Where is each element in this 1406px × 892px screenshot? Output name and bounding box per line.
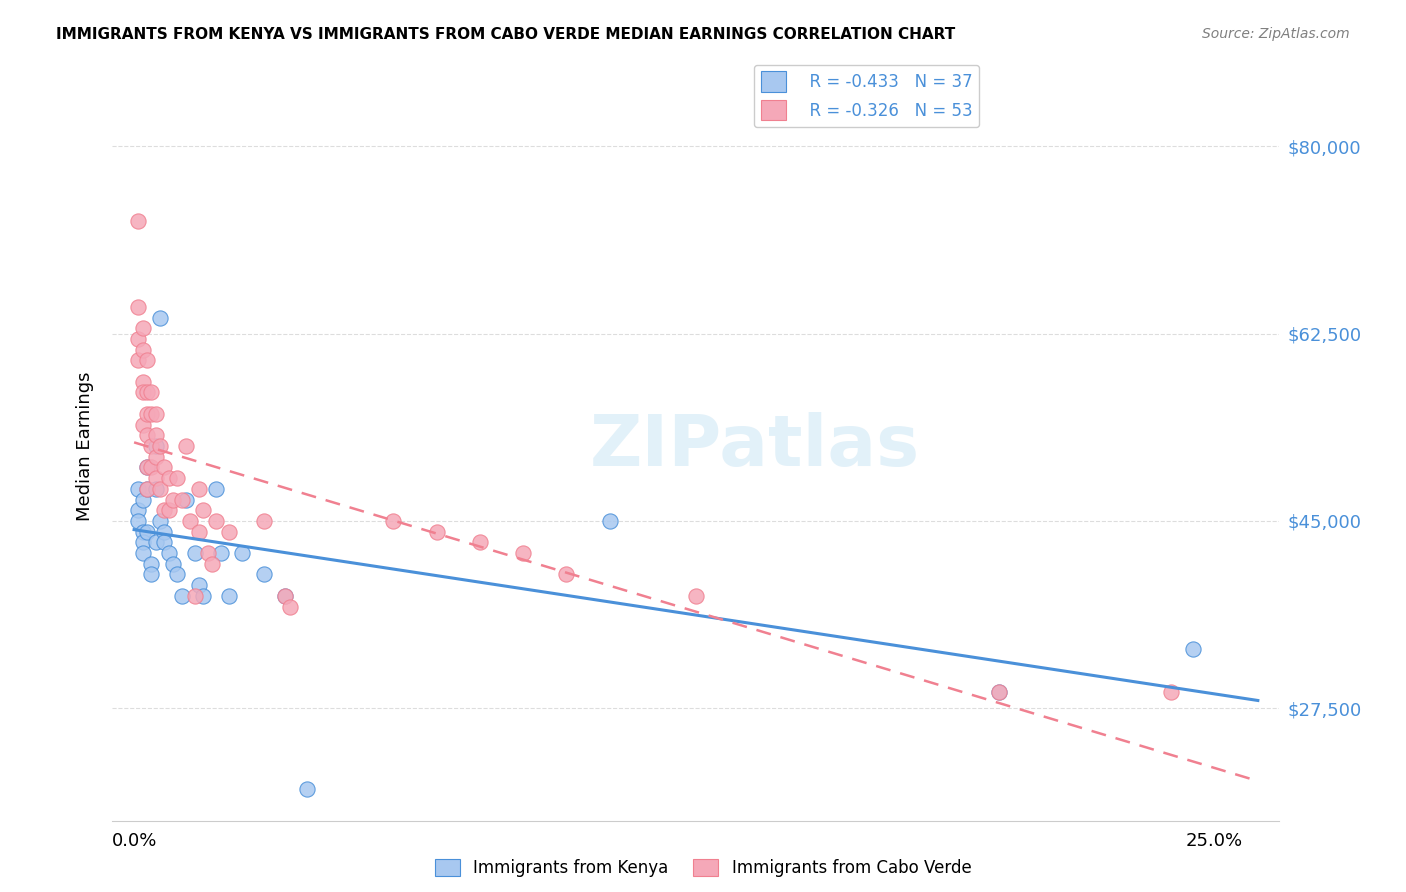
Point: [136, 385, 159, 400]
Point: [141, 460, 163, 475]
Point: [174, 492, 197, 507]
Point: [145, 482, 167, 496]
Point: [157, 546, 180, 560]
Point: [149, 310, 172, 325]
Point: [205, 514, 228, 528]
Point: [278, 599, 301, 614]
Point: [193, 503, 215, 517]
Point: [132, 375, 155, 389]
Point: [127, 300, 149, 314]
Point: [162, 492, 184, 507]
Point: [218, 524, 240, 539]
Point: [136, 524, 159, 539]
Point: [170, 589, 193, 603]
Point: [136, 460, 159, 475]
Point: [157, 503, 180, 517]
Point: [149, 514, 172, 528]
Point: [153, 460, 176, 475]
Point: [162, 557, 184, 571]
Point: [179, 514, 201, 528]
Point: [145, 535, 167, 549]
Text: IMMIGRANTS FROM KENYA VS IMMIGRANTS FROM CABO VERDE MEDIAN EARNINGS CORRELATION : IMMIGRANTS FROM KENYA VS IMMIGRANTS FROM…: [56, 27, 956, 42]
Point: [166, 567, 188, 582]
Point: [145, 428, 167, 442]
Point: [145, 471, 167, 485]
Point: [274, 589, 297, 603]
Point: [127, 353, 149, 368]
Point: [166, 471, 188, 485]
Point: [132, 492, 155, 507]
Point: [274, 589, 297, 603]
Point: [153, 535, 176, 549]
Point: [149, 439, 172, 453]
Point: [153, 524, 176, 539]
Text: Source: ZipAtlas.com: Source: ZipAtlas.com: [1202, 27, 1350, 41]
Point: [197, 546, 219, 560]
Point: [1182, 642, 1205, 657]
Point: [132, 343, 155, 357]
Point: [987, 685, 1010, 699]
Point: [127, 514, 149, 528]
Point: [426, 524, 449, 539]
Point: [136, 428, 159, 442]
Point: [136, 407, 159, 421]
Legend: Immigrants from Kenya, Immigrants from Cabo Verde: Immigrants from Kenya, Immigrants from C…: [427, 852, 979, 884]
Point: [127, 332, 149, 346]
Point: [157, 471, 180, 485]
Point: [193, 589, 215, 603]
Point: [987, 685, 1010, 699]
Point: [187, 578, 209, 592]
Point: [231, 546, 253, 560]
Point: [153, 503, 176, 517]
Point: [127, 482, 149, 496]
Point: [187, 482, 209, 496]
Point: [187, 524, 209, 539]
Point: [141, 567, 163, 582]
Point: [253, 514, 276, 528]
Point: [132, 417, 155, 432]
Point: [183, 589, 205, 603]
Point: [127, 503, 149, 517]
Point: [205, 482, 228, 496]
Point: [174, 439, 197, 453]
Point: [218, 589, 240, 603]
Point: [599, 514, 621, 528]
Point: [132, 524, 155, 539]
Y-axis label: Median Earnings: Median Earnings: [76, 371, 94, 521]
Point: [295, 781, 318, 796]
Point: [132, 546, 155, 560]
Point: [555, 567, 578, 582]
Point: [141, 557, 163, 571]
Point: [136, 353, 159, 368]
Point: [382, 514, 405, 528]
Point: [132, 321, 155, 335]
Point: [149, 482, 172, 496]
Point: [132, 535, 155, 549]
Point: [209, 546, 232, 560]
Point: [127, 214, 149, 228]
Point: [170, 492, 193, 507]
Point: [145, 450, 167, 464]
Point: [145, 439, 167, 453]
Point: [136, 482, 159, 496]
Point: [1160, 685, 1182, 699]
Point: [136, 460, 159, 475]
Point: [141, 439, 163, 453]
Legend:   R = -0.433   N = 37,   R = -0.326   N = 53: R = -0.433 N = 37, R = -0.326 N = 53: [754, 65, 980, 127]
Point: [141, 407, 163, 421]
Text: ZIPatlas: ZIPatlas: [589, 411, 920, 481]
Point: [468, 535, 491, 549]
Point: [253, 567, 276, 582]
Point: [136, 482, 159, 496]
Point: [183, 546, 205, 560]
Point: [201, 557, 224, 571]
Point: [132, 385, 155, 400]
Point: [145, 407, 167, 421]
Point: [141, 385, 163, 400]
Point: [685, 589, 707, 603]
Point: [512, 546, 534, 560]
